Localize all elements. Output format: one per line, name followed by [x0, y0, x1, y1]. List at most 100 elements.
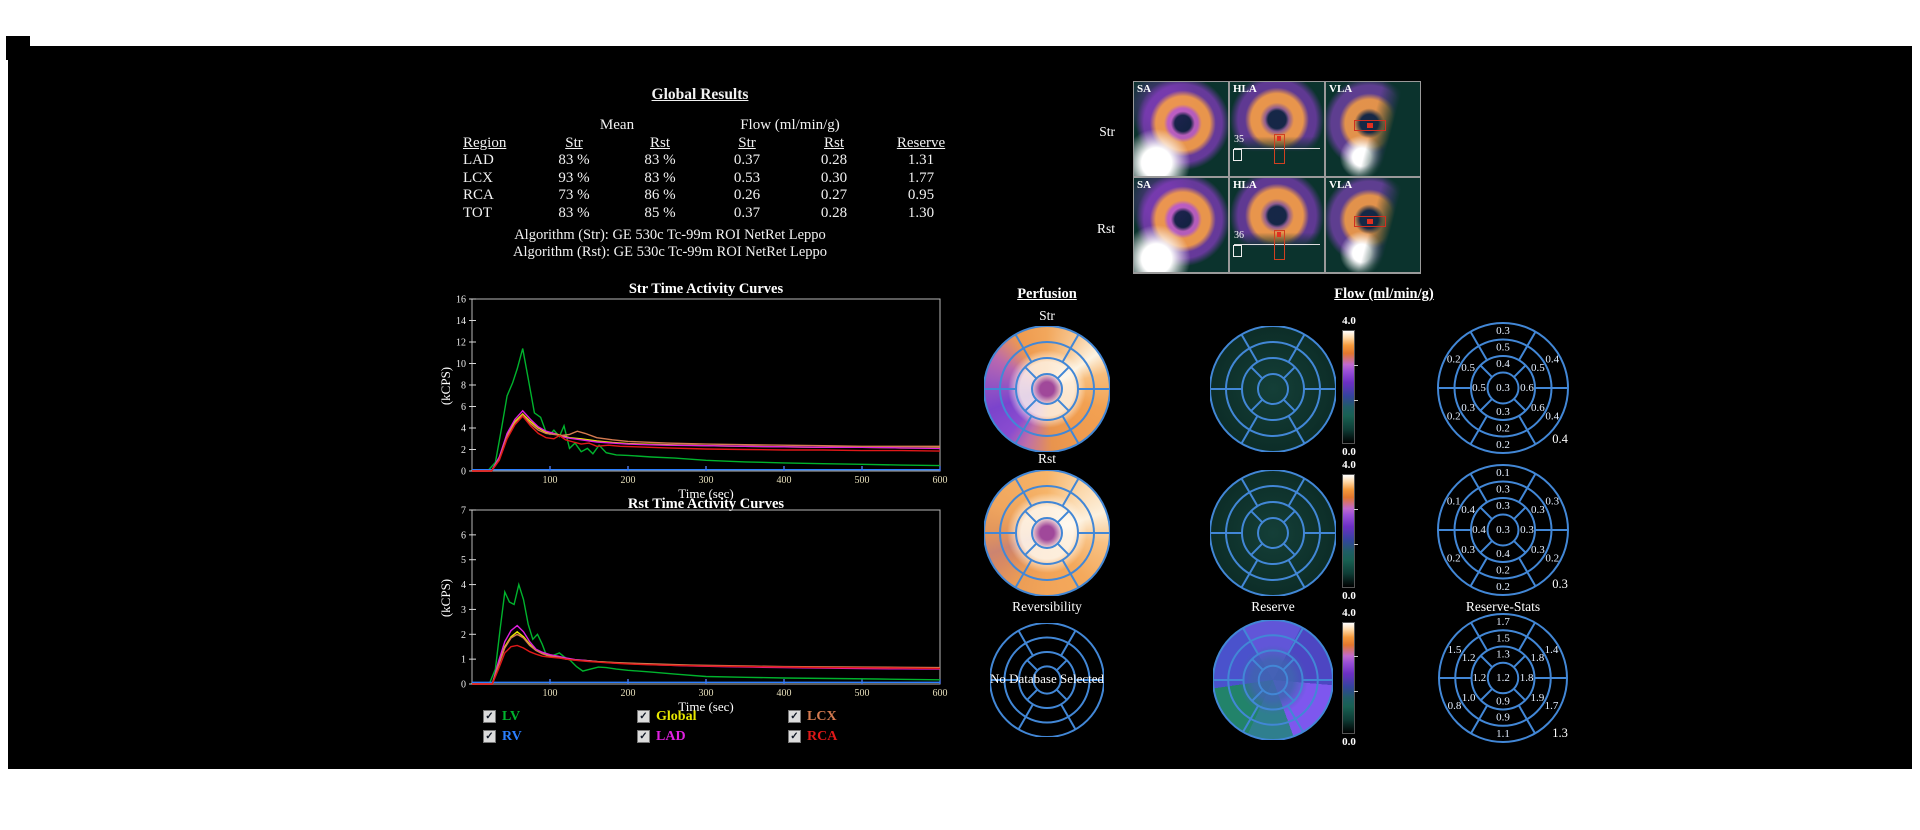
spect-row-label-str: Str [1099, 124, 1115, 139]
rst-tac-title: Rst Time Activity Curves [627, 496, 785, 512]
algorithm-rst-line: Algorithm (Rst): GE 530c Tc-99m ROI NetR… [512, 244, 828, 260]
reserve-colorbar-max: 4.0 [1342, 607, 1356, 619]
value-cell: 83 % [558, 204, 590, 221]
legend-checkbox-rca[interactable]: ✓ [788, 729, 801, 743]
tac-curve-lcx [472, 414, 940, 472]
svg-text:0.3: 0.3 [1545, 496, 1559, 508]
reversibility-polar-map[interactable]: No Database Selected [990, 623, 1104, 737]
svg-text:500: 500 [855, 475, 870, 486]
svg-text:4: 4 [461, 580, 466, 591]
view-label: VLA [1329, 179, 1353, 191]
reserve-polar-map[interactable] [1213, 620, 1333, 740]
svg-text:12: 12 [456, 338, 466, 349]
svg-text:1.8: 1.8 [1520, 672, 1534, 684]
flow-header: Flow (ml/min/g) [1334, 286, 1434, 302]
legend-checkbox-global[interactable]: ✓ [637, 709, 650, 723]
svg-text:0.5: 0.5 [1472, 382, 1486, 394]
svg-text:1.4: 1.4 [1545, 644, 1559, 656]
legend-label: LAD [656, 728, 686, 744]
flow-str-polar-map[interactable] [1210, 326, 1336, 452]
view-label: SA [1137, 83, 1152, 95]
svg-text:0.8: 0.8 [1448, 700, 1462, 712]
spect-str-vla-image[interactable]: VLA [1326, 82, 1420, 176]
svg-text:0.2: 0.2 [1496, 564, 1510, 576]
roi-box[interactable] [1354, 216, 1386, 227]
svg-text:0.2: 0.2 [1447, 354, 1461, 366]
roi-center-icon [1367, 122, 1373, 128]
flow-str-summary-value: 0.4 [1552, 432, 1568, 446]
flow-rst-colorbar-min: 0.0 [1342, 590, 1356, 602]
legend-item-rv: ✓ RV [483, 729, 522, 743]
roi-box[interactable] [1274, 230, 1285, 260]
value-cell: 0.27 [820, 187, 848, 203]
perfusion-str-polar-map[interactable] [984, 326, 1110, 452]
svg-text:0.5: 0.5 [1496, 342, 1510, 354]
svg-text:0: 0 [461, 680, 466, 691]
mean-group-header: Mean [599, 117, 635, 133]
flow-str-stats-bullseye: 0.30.40.60.30.50.50.50.60.20.30.50.30.40… [1437, 322, 1569, 454]
tac-curve-lad [472, 409, 941, 472]
bullseye-grid [984, 470, 1110, 596]
svg-text:8: 8 [461, 381, 466, 392]
value-cell: 83 % [644, 152, 676, 168]
svg-text:0.4: 0.4 [1545, 354, 1559, 366]
value-cell: 0.53 [733, 169, 761, 186]
results-rows: LAD 83 % 83 % 0.37 0.28 1.31 LCX 93 % 83 % 0.53 0.… [435, 152, 965, 222]
value-cell: 83 % [644, 169, 676, 186]
value-cell: 1.77 [907, 169, 935, 186]
legend-label: Global [656, 708, 697, 724]
spect-str-hla-image[interactable]: HLA 35 [1230, 82, 1324, 176]
results-column-headers: Region Str Rst Str Rst Reserve [435, 135, 965, 153]
value-cell: 73 % [558, 187, 590, 203]
legend-checkbox-rv[interactable]: ✓ [483, 729, 496, 743]
bullseye-grid [1210, 470, 1336, 596]
perfusion-str-label: Str [1039, 308, 1055, 323]
region-cell: TOT [463, 204, 492, 221]
svg-text:0.4: 0.4 [1496, 548, 1510, 560]
legend-checkbox-lcx[interactable]: ✓ [788, 709, 801, 723]
svg-text:4: 4 [461, 424, 466, 435]
svg-text:300: 300 [699, 688, 714, 699]
svg-text:0.6: 0.6 [1520, 382, 1534, 394]
flow-rst-polar-map[interactable] [1210, 470, 1336, 596]
region-cell: RCA [463, 187, 494, 203]
svg-text:0.9: 0.9 [1496, 712, 1510, 724]
tac-curve-rca [472, 644, 941, 685]
spect-rst-hla-image[interactable]: HLA 36 [1230, 178, 1324, 272]
legend-label: RCA [807, 728, 838, 744]
roi-box[interactable] [1274, 134, 1285, 164]
perfusion-rst-polar-map[interactable] [984, 470, 1110, 596]
svg-text:1.3: 1.3 [1496, 648, 1510, 660]
svg-text:0.4: 0.4 [1496, 358, 1510, 370]
perfusion-rst-label: Rst [1037, 451, 1056, 466]
svg-text:0.5: 0.5 [1531, 362, 1545, 374]
roi-box[interactable] [1354, 120, 1386, 131]
svg-text:5: 5 [461, 555, 466, 566]
svg-text:0.3: 0.3 [1531, 504, 1545, 516]
tac-curve-lad [472, 624, 941, 685]
svg-text:1.2: 1.2 [1462, 652, 1476, 664]
svg-text:1.1: 1.1 [1496, 728, 1510, 740]
svg-text:1.7: 1.7 [1545, 700, 1559, 712]
spect-rst-sa-image[interactable]: SA [1134, 178, 1228, 272]
str-tac-xlabel: Time (sec) [678, 486, 734, 501]
str-tac-title: Str Time Activity Curves [628, 281, 784, 297]
legend-checkbox-lad[interactable]: ✓ [637, 729, 650, 743]
svg-text:0.5: 0.5 [1461, 362, 1475, 374]
svg-text:0.2: 0.2 [1496, 581, 1510, 593]
spect-str-sa-image[interactable]: SA [1134, 82, 1228, 176]
svg-text:0.6: 0.6 [1531, 402, 1545, 414]
svg-text:0: 0 [461, 467, 466, 478]
reserve-colorbar-min: 0.0 [1342, 736, 1356, 748]
col-header-region: Region [463, 134, 507, 151]
results-row-lcx: LCX 93 % 83 % 0.53 0.30 1.77 [435, 170, 965, 188]
region-cell: LCX [463, 169, 493, 186]
svg-text:1.2: 1.2 [1472, 672, 1486, 684]
report-background [8, 46, 1912, 769]
global-results-table: Global Results Mean Flow (ml/min/g) Regi… [435, 86, 965, 222]
value-cell: 0.37 [733, 152, 761, 168]
legend-checkbox-lv[interactable]: ✓ [483, 709, 496, 723]
spect-rst-vla-image[interactable]: VLA [1326, 178, 1420, 272]
col-header-reserve: Reserve [896, 134, 946, 151]
value-cell: 0.28 [820, 204, 848, 221]
